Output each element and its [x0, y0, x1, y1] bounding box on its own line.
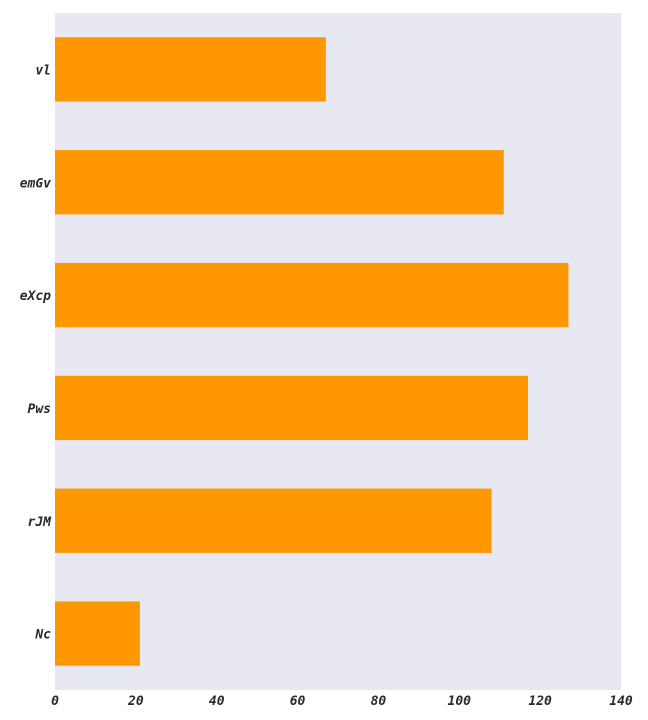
x-tick-label-140: 140	[609, 694, 633, 709]
x-tick-label-120: 120	[528, 694, 552, 709]
y-axis-labels: vl emGv eXcp Pws rJM Nc	[20, 63, 52, 642]
y-tick-label-eXcp: eXcp	[20, 289, 51, 304]
bar-Nc	[55, 601, 140, 666]
bar-emGv	[55, 150, 504, 215]
y-tick-label-emGv: emGv	[20, 176, 51, 191]
x-tick-label-40: 40	[209, 694, 225, 709]
x-tick-label-100: 100	[448, 694, 472, 709]
y-tick-label-rJM: rJM	[28, 515, 53, 530]
x-axis-ticks: 0 20 40 60 80 100 120 140	[51, 694, 633, 709]
x-tick-label-20: 20	[127, 694, 144, 709]
bar-vl	[55, 37, 326, 102]
bars	[55, 37, 569, 666]
bar-eXcp	[55, 262, 569, 328]
y-tick-label-Nc: Nc	[34, 628, 51, 643]
bar-Pws	[55, 375, 529, 441]
x-tick-label-80: 80	[371, 694, 387, 709]
y-tick-label-vl: vl	[35, 63, 51, 78]
x-tick-label-60: 60	[290, 694, 306, 709]
y-tick-label-Pws: Pws	[28, 402, 51, 417]
bar-rJM	[55, 488, 492, 553]
plot-area	[55, 13, 621, 690]
x-tick-label-0: 0	[51, 694, 59, 709]
